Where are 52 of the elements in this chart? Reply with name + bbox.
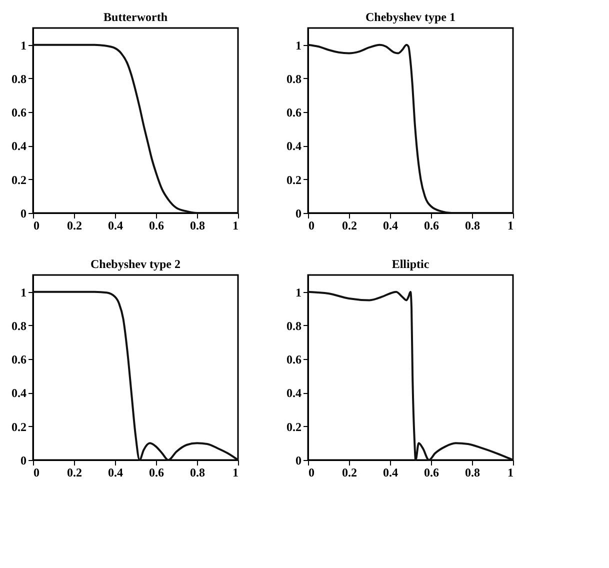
y-tick-label: 0 (20, 454, 26, 468)
y-tick-label: 0.2 (286, 172, 302, 187)
y-tick-label: 0.4 (286, 386, 302, 400)
x-tick-label: 0.8 (465, 218, 480, 232)
y-tick-label: 0.8 (12, 72, 26, 86)
x-tick-label: 0.6 (149, 466, 164, 480)
x-tick-label: 1 (508, 218, 514, 232)
x-tick-label: 0.4 (383, 466, 398, 480)
y-tick-label: 1 (296, 38, 302, 52)
x-tick-label: 1 (232, 466, 238, 480)
y-tick-label: 0.2 (286, 420, 302, 434)
y-tick-label: 0.4 (12, 139, 26, 154)
y-tick-label: 0.4 (286, 139, 302, 154)
y-tick-label: 0.4 (12, 386, 26, 400)
chart-title: Butterworth (104, 10, 168, 24)
y-tick-label: 1 (296, 285, 302, 300)
x-tick-label: 1 (508, 466, 514, 480)
y-tick-label: 0 (296, 454, 302, 468)
x-tick-label: 0.4 (108, 466, 123, 480)
x-tick-label: 0 (308, 218, 314, 232)
chart-title: Chebyshev type 1 (365, 10, 456, 24)
y-tick-label: 0.6 (12, 352, 26, 367)
x-tick-label: 0.6 (424, 466, 439, 480)
y-tick-label: 0.6 (286, 106, 302, 120)
y-tick-label: 0.8 (12, 318, 26, 333)
x-tick-label: 0.4 (383, 218, 398, 232)
x-tick-label: 0.6 (149, 218, 164, 232)
y-tick-label: 0 (296, 206, 302, 220)
x-tick-label: 0.2 (342, 466, 357, 480)
x-tick-label: 0.2 (67, 218, 82, 232)
chart-title: Chebyshev type 2 (90, 257, 181, 271)
y-tick-label: 0.6 (286, 352, 302, 367)
chart-title: Elliptic (392, 257, 430, 271)
x-tick-label: 0.4 (108, 218, 123, 232)
x-tick-label: 1 (232, 218, 238, 232)
x-tick-label: 0.8 (190, 218, 205, 232)
y-tick-label: 0 (20, 206, 26, 220)
y-tick-label: 0.2 (12, 420, 26, 434)
x-tick-label: 0.8 (190, 466, 205, 480)
x-tick-label: 0.8 (465, 466, 480, 480)
y-tick-label: 0.8 (286, 72, 302, 86)
x-tick-label: 0.2 (67, 466, 82, 480)
x-tick-label: 0 (34, 466, 40, 480)
y-tick-label: 0.2 (12, 172, 26, 187)
x-tick-label: 0 (34, 218, 40, 232)
x-tick-label: 0.6 (424, 218, 439, 232)
x-tick-label: 0.2 (342, 218, 357, 232)
y-tick-label: 1 (20, 285, 26, 300)
y-tick-label: 1 (20, 38, 26, 52)
y-tick-label: 0.6 (12, 106, 26, 120)
x-tick-label: 0 (308, 466, 314, 480)
y-tick-label: 0.8 (286, 318, 302, 333)
